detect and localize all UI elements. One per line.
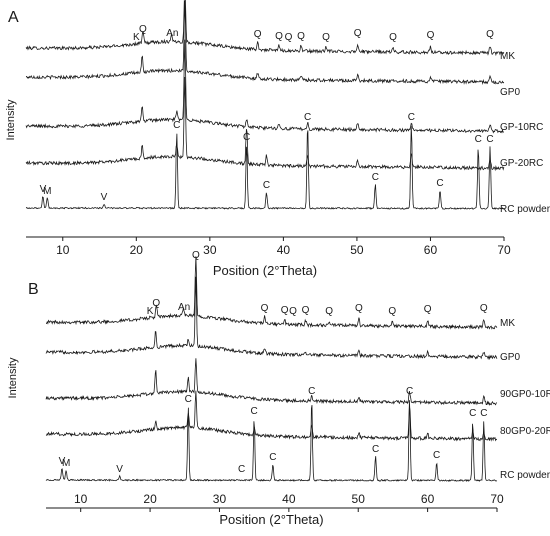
peak-annotation: C — [238, 464, 245, 475]
peak-annotation: An — [166, 28, 178, 39]
peak-annotation: Q — [480, 303, 488, 314]
peak-annotation: C — [486, 134, 493, 145]
xrd-trace-90gp0-10rc — [45, 358, 498, 406]
peak-annotation: C — [475, 134, 482, 145]
xrd-trace-gp-10rc — [25, 39, 504, 134]
peak-annotation: C — [372, 444, 379, 455]
peak-annotation: Q — [289, 306, 297, 317]
series-label: MK — [500, 51, 515, 62]
x-tick-label: 10 — [74, 492, 88, 506]
x-tick-label: 70 — [490, 492, 504, 506]
x-tick-label: 50 — [352, 492, 366, 506]
y-axis-label: Intensity — [7, 357, 19, 398]
peak-annotation: C — [406, 386, 413, 397]
x-tick-label: 70 — [497, 243, 511, 257]
peak-annotation: C — [243, 132, 250, 143]
peak-annotation: Q — [152, 298, 160, 309]
peak-annotation: Q — [302, 305, 310, 316]
peak-annotation: C — [269, 452, 276, 463]
series-label: GP-10RC — [500, 122, 543, 133]
peak-annotation: Q — [389, 32, 397, 43]
peak-annotation: Q — [388, 306, 396, 317]
peak-annotation: Q — [297, 31, 305, 42]
peak-annotation: Q — [261, 303, 269, 314]
x-axis-label: Position (2°Theta) — [219, 512, 323, 527]
x-tick-label: 20 — [143, 492, 157, 506]
xrd-trace-mk — [46, 256, 498, 330]
peak-annotation: K — [147, 306, 154, 317]
y-axis-label: Intensity — [5, 99, 17, 140]
peak-annotation: Q — [254, 29, 262, 40]
peak-annotation: C — [469, 408, 476, 419]
peak-annotation: C — [173, 120, 180, 131]
peak-annotation: M — [43, 186, 51, 197]
xrd-trace-gp-20rc — [25, 76, 505, 172]
peak-annotation: C — [308, 386, 315, 397]
peak-annotation: Q — [139, 24, 147, 35]
x-tick-label: 20 — [130, 243, 144, 257]
series-label: GP0 — [500, 87, 520, 98]
series-label: GP-20RC — [500, 158, 543, 169]
x-tick-label: 30 — [203, 243, 217, 257]
x-tick-label: 40 — [277, 243, 291, 257]
peak-annotation: V — [59, 456, 66, 467]
peak-annotation: C — [433, 450, 440, 461]
xrd-trace-80gp0-20rc — [45, 390, 498, 442]
peak-annotation: Q — [427, 30, 435, 41]
series-label: RC powder — [500, 204, 550, 215]
x-tick-label: 40 — [282, 492, 296, 506]
peak-annotation: C — [185, 394, 192, 405]
peak-annotation: C — [263, 180, 270, 191]
peak-annotation: V — [116, 464, 123, 475]
peak-annotation: C — [372, 172, 379, 183]
peak-annotation: V — [101, 192, 108, 203]
peak-annotation: V — [40, 184, 47, 195]
panel-letter: B — [28, 281, 39, 298]
x-tick-label: 60 — [421, 492, 435, 506]
xrd-trace-rc-powder — [25, 125, 505, 210]
peak-annotation: Q — [322, 32, 330, 43]
peak-annotation: Q — [486, 29, 494, 40]
peak-annotation: K — [133, 32, 140, 43]
peak-annotation: Q — [355, 303, 363, 314]
peak-annotation: Q — [285, 32, 293, 43]
peak-annotation: Q — [354, 28, 362, 39]
peak-annotation: C — [304, 112, 311, 123]
peak-annotation: An — [178, 302, 190, 313]
peak-annotation: Q — [275, 31, 283, 42]
x-tick-label: 10 — [56, 243, 70, 257]
peak-annotation: C — [480, 408, 487, 419]
series-label: GP0 — [500, 352, 520, 363]
peak-annotation: M — [62, 458, 70, 469]
peak-annotation: Q — [325, 306, 333, 317]
x-tick-label: 30 — [213, 492, 227, 506]
xrd-trace-mk — [25, 0, 505, 57]
peak-annotation: Q — [424, 304, 432, 315]
series-label: RC powder — [500, 470, 550, 481]
peak-annotation: Q — [281, 305, 289, 316]
series-label: 80GP0-20RC — [500, 426, 550, 437]
x-tick-label: 60 — [424, 243, 438, 257]
xrd-trace-gp0 — [45, 276, 498, 361]
panel-letter: A — [8, 9, 19, 26]
peak-annotation: Q — [192, 250, 200, 261]
xrd-trace-rc-powder — [45, 400, 498, 482]
series-label: 90GP0-10RC — [500, 389, 550, 400]
x-tick-label: 50 — [350, 243, 364, 257]
xrd-trace-gp0 — [25, 0, 505, 85]
series-label: MK — [500, 318, 515, 329]
peak-annotation: C — [408, 112, 415, 123]
peak-annotation: C — [436, 178, 443, 189]
x-axis-label: Position (2°Theta) — [213, 263, 317, 278]
peak-annotation: C — [251, 406, 258, 417]
